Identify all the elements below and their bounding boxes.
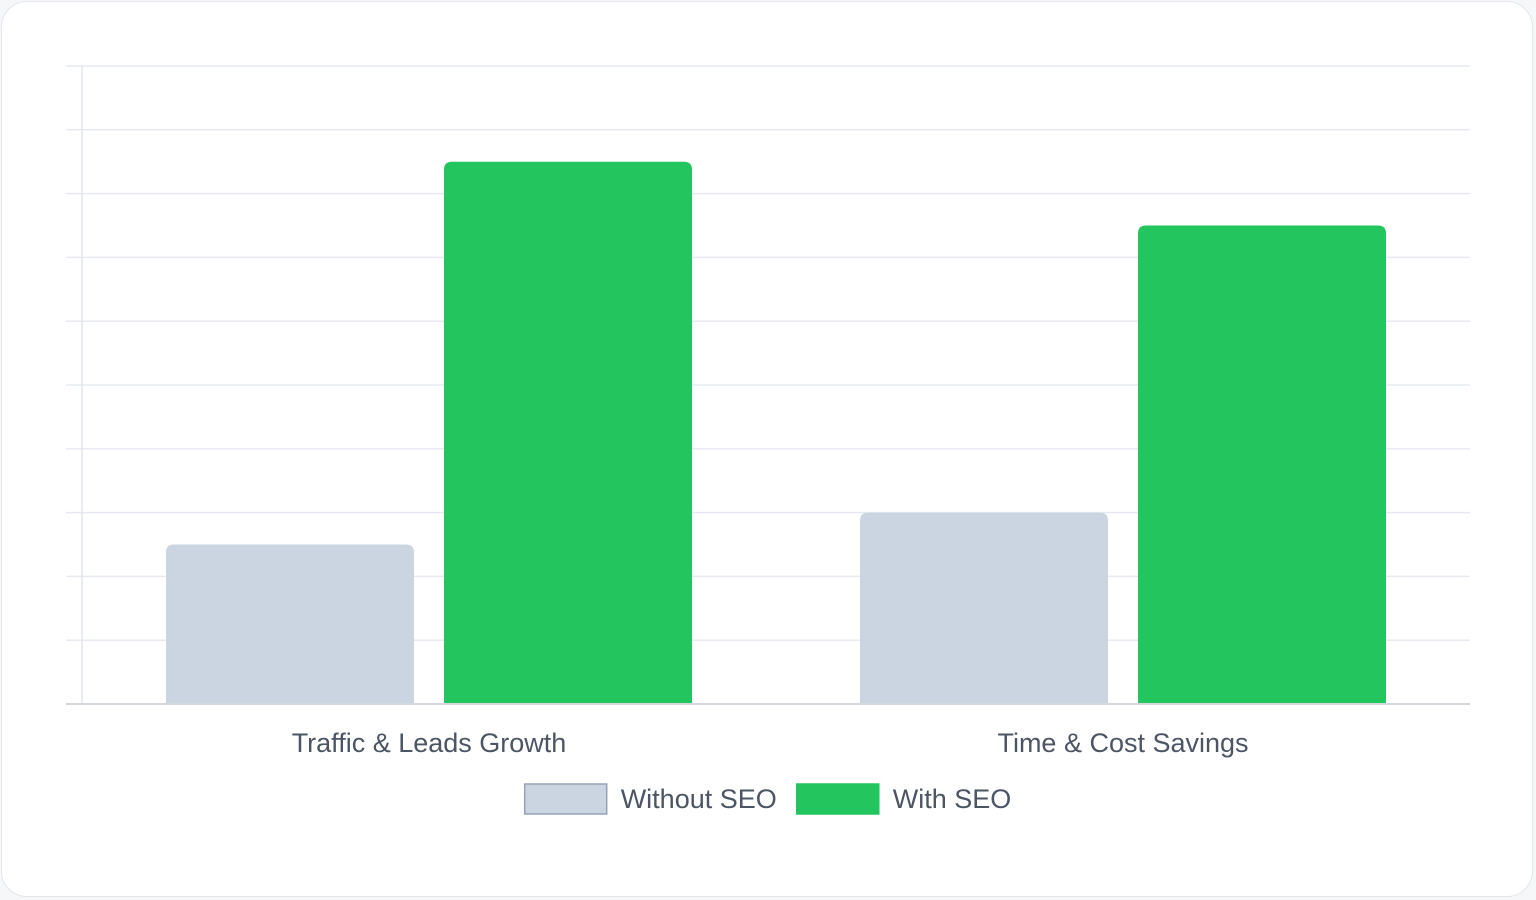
bar-without-seo-1 <box>860 512 1108 704</box>
bar-with-seo-0 <box>444 161 692 704</box>
legend-label: With SEO <box>893 784 1012 814</box>
category-label: Traffic & Leads Growth <box>292 728 567 758</box>
bar-with-seo-1 <box>1138 225 1386 704</box>
legend: Without SEO With SEO <box>523 783 1012 815</box>
bars <box>166 161 1386 704</box>
category-label: Time & Cost Savings <box>997 728 1248 758</box>
legend-swatch <box>523 783 608 815</box>
legend-label: Without SEO <box>621 784 777 814</box>
legend-swatch <box>796 783 880 815</box>
bar-without-seo-0 <box>166 544 414 704</box>
axes <box>66 66 1470 705</box>
category-labels: Traffic & Leads Growth Time & Cost Saving… <box>292 728 1249 758</box>
